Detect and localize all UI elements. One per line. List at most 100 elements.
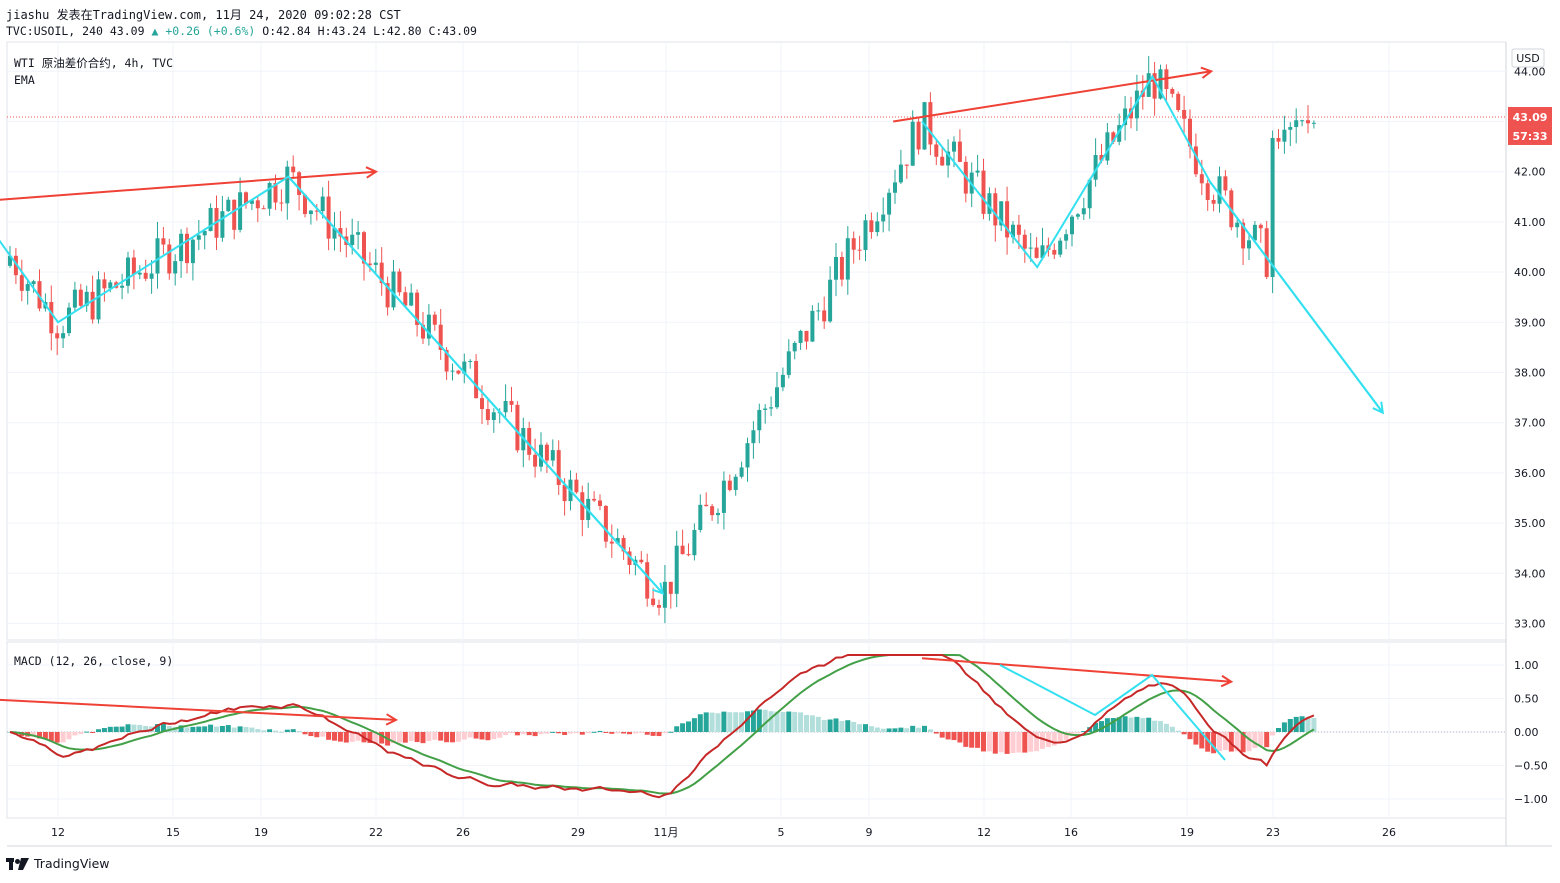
candle [426,304,431,346]
candle [450,363,455,381]
candle-body [857,249,862,251]
candle-body [680,545,685,555]
macd-hist-bar [809,715,815,732]
candle [1211,194,1216,212]
macd-hist-bar [538,732,544,735]
candle [238,177,243,233]
axes: 12151922262911月59121619232644.0043.0042.… [51,48,1552,839]
candle [244,191,248,209]
candle-body [55,333,60,339]
candle [1087,178,1092,219]
macd-hist-bar [1193,732,1199,745]
candle-body [727,480,732,490]
candle-body [1081,208,1086,215]
candle [1288,122,1293,147]
macd-hist-bar [615,732,621,734]
macd-hist-bar [1264,732,1270,748]
candle [409,283,414,307]
main-pane-frame [6,41,1507,641]
macd-hist-bar [314,732,320,738]
low: L:42.80 [373,24,422,38]
candle [792,341,797,360]
macd-hist-bar [1022,732,1028,753]
macd-hist-bar [1305,716,1311,732]
macd-y-tick-label: 0.50 [1514,693,1539,706]
macd-hist-bar [1222,732,1228,750]
candle-body [1188,118,1192,147]
candle [887,188,892,232]
candle-body [185,233,189,264]
candle-body [1075,214,1080,217]
macd-hist-bar [178,725,184,732]
candle-body [202,231,207,236]
candle-body [609,541,614,544]
candle [639,551,644,564]
tradingview-brand[interactable]: TradingView [6,856,110,871]
candle [78,283,83,309]
candle [415,289,420,337]
candle-body [1040,245,1045,258]
macd-hist-bar [113,726,119,732]
macd-hist-bar [373,732,379,743]
candle-body [645,562,650,599]
macd-hist-bar [621,732,627,734]
candle [627,547,632,575]
macd-hist-bar [420,732,426,744]
candle [544,442,549,473]
currency-badge-label: USD [1516,52,1540,65]
candle [1093,138,1098,187]
macd-hist-bar [308,732,314,737]
macd-hist-bar [1169,726,1175,732]
candle-body [1028,247,1033,249]
macd-hist-bar [1228,732,1234,752]
macd-hist-bar [219,725,225,732]
candle-body [244,192,248,204]
candle-body [1052,249,1057,255]
macd-hist-bar [609,732,615,734]
candle [13,248,18,285]
macd-line [9,653,1315,799]
candle-body [822,310,827,322]
macd-hist-bar [326,732,332,740]
candle-body [1270,138,1275,278]
candle [1247,233,1251,260]
macd-hist-bar [1075,732,1081,734]
macd-hist-bar [467,732,473,738]
y-tick-label: 34.00 [1514,567,1546,580]
macd-hist-bar [391,732,396,744]
candle [804,330,809,350]
candle [928,92,933,156]
candle [362,230,366,281]
candle [940,148,945,166]
candle [131,249,136,290]
macd-hist-bar [585,732,591,734]
candle [491,408,496,433]
x-tick-label: 9 [866,826,873,839]
candle [120,273,125,300]
candle-body [356,232,361,235]
macd-hist-bar [125,724,131,732]
macd-hist-bar [691,718,697,732]
candle-body [515,404,520,451]
candle [1300,119,1305,127]
candle [1264,220,1269,280]
candle [975,154,980,177]
candle-body [904,164,909,166]
x-tick-label: 19 [1180,826,1194,839]
macd-hist-bar [1270,732,1276,736]
candle-body [999,201,1004,226]
macd-hist-bar [479,732,485,740]
macd-hist-bar [573,732,579,734]
candle [550,439,555,467]
candle-body [539,444,543,467]
macd-hist-bar [444,732,450,743]
candle [674,530,679,608]
y-tick-label: 35.00 [1514,517,1546,530]
candle-body [226,199,231,212]
candle-body [1264,228,1269,278]
candle-body [450,370,455,372]
macd-hist-bar [662,732,668,734]
macd-hist-bar [1110,717,1116,732]
macd-hist-bar [868,726,874,732]
